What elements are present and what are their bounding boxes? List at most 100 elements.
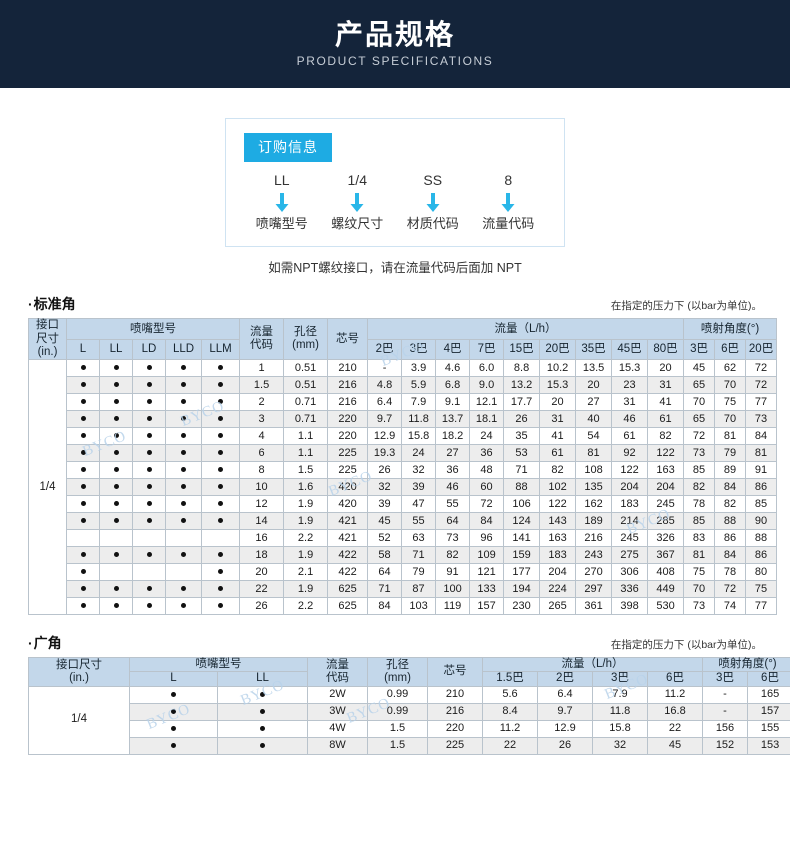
cell-angle-6巴: 62: [714, 359, 747, 378]
cell-flow-15巴: 194: [503, 580, 541, 599]
cell-core-no: 421: [327, 512, 369, 531]
th-model-LLM: LLM: [200, 338, 241, 361]
cell-model-LLM: [200, 512, 241, 531]
cell-flow-3巴: 24: [401, 444, 437, 463]
cell-orifice: 0.51: [283, 376, 329, 395]
cell-model-LLD: [165, 359, 202, 378]
table-row: 26 2.2 625 84 103 119 157 230 265 361 398 530 73 74 77: [29, 597, 778, 616]
cell-angle-20巴: 77: [745, 597, 778, 616]
cell-model-LD: [132, 359, 166, 378]
availability-dot-icon: [171, 705, 176, 717]
section-note: 在指定的压力下 (以bar为单位)。: [610, 300, 762, 313]
cell-model-LLD: [165, 563, 202, 582]
th-line: 代码: [250, 339, 274, 352]
th-angle: 6巴: [714, 338, 747, 361]
ordering-col-material-code: SS 材质代码: [395, 172, 471, 233]
cell-flow-7巴: 6.0: [469, 359, 505, 378]
cell-model-LL: [99, 376, 133, 395]
cell-flow-35巴: 54: [575, 427, 613, 446]
cell-model-LLM: [200, 478, 241, 497]
cell-model-L: [66, 359, 100, 378]
availability-dot-icon: [181, 379, 186, 391]
cell-angle-6巴: 153: [746, 736, 790, 755]
cell-model-LL: [99, 393, 133, 412]
availability-dot-icon: [218, 600, 223, 612]
cell-flow-2巴: 12.9: [367, 427, 403, 446]
availability-dot-icon: [114, 379, 119, 391]
cell-core-no: 422: [327, 546, 369, 565]
cell-orifice: 0.71: [283, 393, 329, 412]
th-pressure: 3巴: [401, 338, 437, 361]
page-subtitle: PRODUCT SPECIFICATIONS: [296, 54, 494, 69]
cell-model-LLM: [200, 427, 241, 446]
availability-dot-icon: [114, 549, 119, 561]
table-row: 18 1.9 422 58 71 82 109 159 183 243 275 367 81 84 86: [29, 546, 778, 565]
th-nozzle-model-group: 喷嘴型号: [65, 318, 241, 340]
cell-flow-80巴: 204: [647, 478, 685, 497]
table-row: 14 1.9 421 45 55 64 84 124 143 189 214 285 85 88 90: [29, 512, 778, 531]
availability-dot-icon: [147, 549, 152, 561]
cell-flow-1.5巴: 11.2: [482, 719, 538, 738]
cell-angle-6巴: 84: [714, 478, 747, 497]
cell-flow-3巴: 11.8: [592, 702, 648, 721]
th-pressure: 7巴: [469, 338, 505, 361]
cell-model-LL: [217, 685, 308, 704]
availability-dot-icon: [81, 413, 86, 425]
th-model-LL: LL: [217, 671, 308, 687]
cell-flow-35巴: 297: [575, 580, 613, 599]
cell-angle-3巴: 156: [702, 719, 748, 738]
cell-model-LLD: [165, 444, 202, 463]
cell-model-L: [66, 597, 100, 616]
cell-model-LL: [99, 478, 133, 497]
cell-core-no: 225: [427, 736, 483, 755]
cell-flow-3巴: 3.9: [401, 359, 437, 378]
cell-flow-15巴: 159: [503, 546, 541, 565]
availability-dot-icon: [218, 515, 223, 527]
cell-model-L: [66, 478, 100, 497]
cell-flow-20巴: 183: [539, 546, 577, 565]
th-line: (in.): [37, 345, 58, 358]
cell-core-no: 220: [327, 427, 369, 446]
cell-model-L: [66, 461, 100, 480]
cell-model-LL: [99, 580, 133, 599]
availability-dot-icon: [181, 362, 186, 374]
cell-angle-20巴: 72: [745, 376, 778, 395]
cell-angle-6巴: 70: [714, 410, 747, 429]
cell-flow-80巴: 245: [647, 495, 685, 514]
cell-angle-6巴: 75: [714, 393, 747, 412]
cell-flow-7巴: 72: [469, 495, 505, 514]
cell-core-no: 220: [427, 719, 483, 738]
table-header-row-1: 接口 尺寸 (in.) 喷嘴型号 流量 代码 孔径 (mm) 芯号 流量（L/h…: [28, 318, 778, 361]
cell-flow-4巴: 119: [435, 597, 471, 616]
th-flow-code: 流量 代码: [239, 318, 285, 361]
th-line: (in.): [69, 671, 89, 684]
cell-orifice: 1.9: [283, 580, 329, 599]
availability-dot-icon: [181, 583, 186, 595]
cell-flow-3巴: 63: [401, 529, 437, 548]
cell-orifice: 1.9: [283, 546, 329, 565]
cell-flow-3巴: 15.8: [401, 427, 437, 446]
cell-flow-code: 4W: [307, 719, 368, 738]
cell-flow-6巴: 16.8: [647, 702, 703, 721]
cell-model-LL: [217, 736, 308, 755]
cell-flow-20巴: 122: [539, 495, 577, 514]
cell-connection-size: 1/4: [28, 685, 130, 755]
availability-dot-icon: [114, 600, 119, 612]
cell-flow-1.5巴: 8.4: [482, 702, 538, 721]
cell-flow-code: 16: [239, 529, 285, 548]
cell-angle-3巴: 75: [683, 563, 716, 582]
th-line: 孔径: [294, 326, 318, 339]
cell-model-LLD: [165, 512, 202, 531]
cell-flow-7巴: 9.0: [469, 376, 505, 395]
cell-model-LLM: [200, 529, 241, 548]
table-header-row-2: L LL 1.5巴 2巴 3巴 6巴 3巴 6巴: [29, 671, 790, 687]
cell-model-LLM: [200, 580, 241, 599]
cell-model-LLD: [165, 410, 202, 429]
cell-flow-code: 3W: [307, 702, 368, 721]
th-pressure: 2巴: [367, 338, 403, 361]
cell-angle-3巴: 65: [683, 376, 716, 395]
ordering-info-box: 订购信息 LL 喷嘴型号 1/4 螺纹尺寸 SS: [225, 118, 565, 248]
cell-flow-2巴: 26: [367, 461, 403, 480]
cell-flow-7巴: 109: [469, 546, 505, 565]
availability-dot-icon: [260, 688, 265, 700]
